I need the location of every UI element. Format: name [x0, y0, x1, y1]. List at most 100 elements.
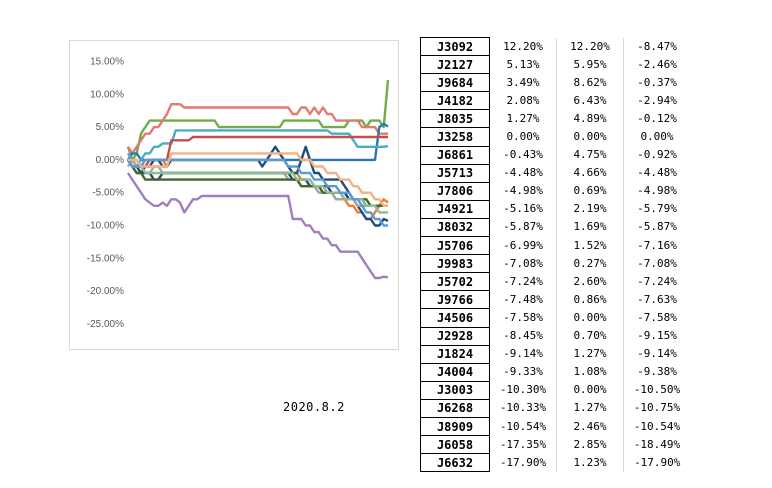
table-row: J8909 -10.54% 2.46% -10.54% [420, 416, 691, 437]
y-tick-label: -10.00% [87, 221, 124, 232]
cell-code: J9983 [420, 254, 490, 274]
cell-v2: 0.27% [556, 254, 624, 273]
y-tick-label: 0.00% [96, 155, 124, 166]
cell-v3: -17.90% [634, 455, 681, 469]
cell-v2: 2.60% [556, 272, 624, 291]
y-tick-label: 5.00% [96, 122, 124, 133]
table-row: J4182 2.08% 6.43% -2.94% [420, 91, 691, 111]
cell-v1: -10.30% [489, 381, 557, 400]
cell-v2: 4.75% [556, 146, 624, 165]
cell-v3: -7.08% [637, 256, 677, 270]
cell-v3: -7.16% [637, 238, 677, 252]
table-row: J9684 3.49% 8.62% -0.37% [420, 73, 691, 93]
cell-v1: -5.87% [489, 218, 557, 237]
table-row: J4506 -7.58% 0.00% -7.58% [420, 308, 691, 328]
cell-v3: 0.00% [640, 130, 674, 144]
table-row: J5702 -7.24% 2.60% -7.24% [420, 272, 691, 292]
cell-v3: -0.12% [637, 111, 677, 125]
cell-v1: 0.00% [489, 127, 557, 147]
table-row: J6861 -0.43% 4.75% -0.92% [420, 145, 691, 165]
cell-v2: 1.08% [556, 363, 624, 382]
cell-code: J3092 [420, 36, 490, 57]
cell-code: J3258 [420, 127, 490, 147]
cell-v3: -7.63% [637, 292, 677, 306]
cell-v2: 1.69% [556, 218, 624, 237]
cell-v2: 6.43% [556, 91, 624, 110]
cell-code: J6058 [420, 435, 490, 455]
cell-code: J3003 [420, 380, 490, 400]
cell-v2: 0.69% [556, 182, 624, 201]
table-row: J6058 -17.35% 2.85% -18.49% [420, 435, 691, 455]
cell-v1: -4.48% [489, 164, 557, 183]
chart-plot: 15.00% 10.00% 5.00% 0.00% -5.00% -10.00% -15.0… [87, 57, 390, 330]
cell-v3: -5.79% [637, 202, 677, 216]
cell-v1: 2.08% [489, 91, 557, 110]
cell-v3: -8.47% [637, 39, 677, 53]
y-tick-label: 10.00% [90, 89, 124, 100]
cell-v2: 1.52% [556, 236, 624, 255]
table-row: J6632 -17.90% 1.23% -17.90% [420, 453, 691, 473]
y-tick-label: -15.00% [87, 253, 124, 264]
series-line-0 [126, 79, 390, 162]
cell-v3: -9.38% [637, 365, 677, 379]
cell-v2: 0.00% [556, 127, 624, 147]
series-line-13 [128, 152, 388, 208]
cell-v1: -10.54% [489, 417, 557, 436]
y-tick-label: 15.00% [90, 57, 124, 68]
series-line-1 [126, 103, 388, 155]
cell-code: J4004 [420, 362, 490, 382]
cell-code: J5706 [420, 236, 490, 256]
cell-v2: 12.20% [556, 37, 624, 56]
cell-v3: -10.54% [633, 419, 681, 433]
table-row: J6268 -10.33% 1.27% -10.75% [420, 398, 691, 418]
cell-code: J8909 [420, 416, 490, 437]
cell-code: J9766 [420, 290, 490, 310]
date-label: 2020.8.2 [283, 400, 345, 414]
series-line-2 [126, 172, 389, 280]
cell-v3: -9.15% [637, 329, 677, 343]
cell-v1: -10.33% [489, 399, 557, 418]
cell-v1: -9.33% [489, 363, 557, 382]
cell-v3: -4.98% [637, 184, 677, 198]
cell-v3: -10.75% [633, 401, 681, 415]
table-row: J8035 1.27% 4.89% -0.12% [420, 109, 691, 129]
cell-v1: -9.14% [489, 345, 557, 364]
y-tick-label: -5.00% [92, 188, 124, 199]
cell-v2: 2.85% [556, 435, 624, 454]
table-row: J3003 -10.30% 0.00% -10.50% [420, 380, 691, 400]
table-row: J3258 0.00% 0.00% 0.00% [420, 127, 691, 147]
cell-v1: 3.49% [489, 73, 557, 92]
table-row: J1824 -9.14% 1.27% -9.14% [420, 344, 691, 364]
table-row: J9983 -7.08% 0.27% -7.08% [420, 254, 691, 274]
cell-code: J8035 [420, 109, 490, 129]
cell-v3: -7.24% [637, 274, 677, 288]
cell-code: J4921 [420, 199, 490, 219]
cell-v2: 8.62% [556, 73, 624, 92]
cell-v1: -7.58% [489, 308, 557, 327]
cell-v1: -4.98% [489, 182, 557, 201]
cell-v3: -5.87% [637, 220, 677, 234]
cell-v2: 1.27% [556, 399, 624, 418]
cell-v1: -7.48% [489, 290, 557, 309]
cell-v3: -9.14% [637, 347, 677, 361]
cell-v2: 4.66% [556, 164, 624, 183]
cell-code: J4506 [420, 308, 490, 328]
cell-v2: 5.95% [556, 55, 624, 74]
table-row: J9766 -7.48% 0.86% -7.63% [420, 290, 691, 310]
cell-v1: -17.90% [489, 453, 557, 472]
table-row: J5706 -6.99% 1.52% -7.16% [420, 236, 691, 256]
cell-code: J6632 [420, 453, 490, 473]
cell-v3: -10.50% [633, 383, 681, 397]
cell-v2: 1.27% [556, 345, 624, 364]
cell-v2: 0.70% [556, 327, 624, 346]
cell-code: J5702 [420, 272, 490, 292]
cell-v3: -2.94% [637, 93, 677, 107]
series-line-11 [128, 158, 388, 214]
table-row: J4921 -5.16% 2.19% -5.79% [420, 199, 691, 219]
line-chart: 15.00% 10.00% 5.00% 0.00% -5.00% -10.00% -15.0… [69, 40, 399, 350]
cell-code: J4182 [420, 91, 490, 111]
cell-v3: -0.37% [637, 75, 677, 89]
table-row: J8032 -5.87% 1.69% -5.87% [420, 217, 691, 238]
cell-v1: -6.99% [489, 236, 557, 255]
cell-code: J6268 [420, 398, 490, 418]
